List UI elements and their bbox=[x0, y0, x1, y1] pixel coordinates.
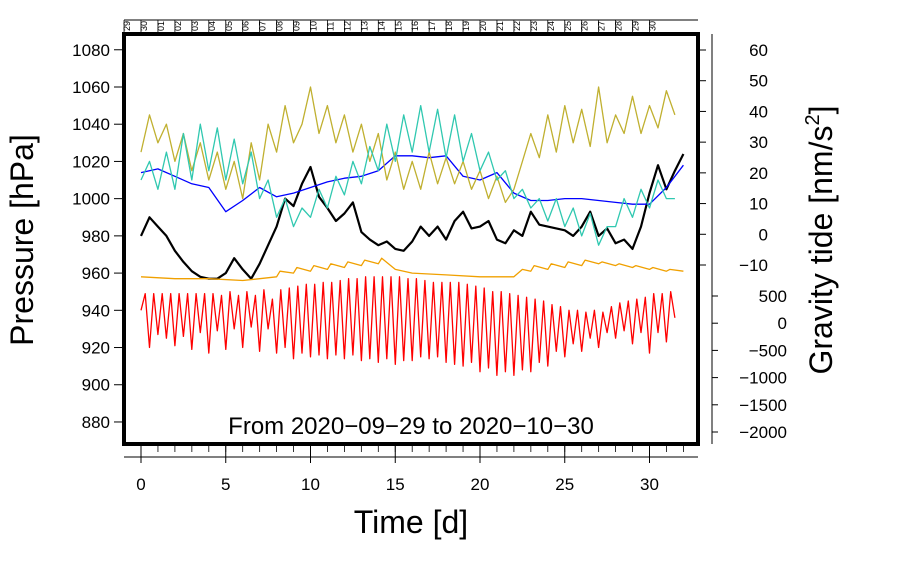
y-right-lower-tick-label: −1000 bbox=[739, 369, 787, 388]
day-label: 12 bbox=[342, 21, 352, 31]
tick-marks bbox=[114, 49, 718, 463]
series-line-teal bbox=[140, 104, 675, 246]
y-right-upper-tick-label: −10 bbox=[739, 256, 768, 275]
y-right-upper-tick-label: 60 bbox=[749, 41, 768, 60]
right-axis-title-superscript: 2 bbox=[802, 114, 824, 125]
day-label: 04 bbox=[207, 21, 217, 31]
day-label: 29 bbox=[122, 21, 132, 31]
day-label: 07 bbox=[258, 21, 268, 31]
day-label: 03 bbox=[190, 21, 200, 31]
day-label: 30 bbox=[648, 21, 658, 31]
y-right-lower-tick-label: 500 bbox=[759, 287, 787, 306]
series-line-orange bbox=[140, 257, 684, 282]
series-line-gravity-tide bbox=[140, 276, 676, 377]
y-right-upper-tick-label: 20 bbox=[749, 164, 768, 183]
x-tick-label: 30 bbox=[640, 475, 659, 494]
annotation: From 2020−09−29 to 2020−10−30 bbox=[228, 413, 594, 440]
series-layer bbox=[139, 86, 685, 377]
day-label: 06 bbox=[241, 21, 251, 31]
day-label: 20 bbox=[478, 21, 488, 31]
x-tick-label: 15 bbox=[386, 475, 405, 494]
day-label: 24 bbox=[546, 21, 556, 31]
day-label: 30 bbox=[139, 21, 149, 31]
day-label: 08 bbox=[275, 21, 285, 31]
day-label: 09 bbox=[292, 21, 302, 31]
plot-frame bbox=[122, 32, 700, 446]
day-label: 18 bbox=[444, 21, 454, 31]
y-left-tick-label: 920 bbox=[82, 339, 110, 358]
tick-labels: 29 30 01 02 03 04 05 06 07 08 09 10 11 12 13 14 15 16 17 18… bbox=[72, 21, 787, 494]
y-right-lower-tick-label: −2000 bbox=[739, 423, 787, 442]
day-label: 11 bbox=[325, 22, 335, 31]
y-left-tick-label: 1040 bbox=[72, 115, 110, 134]
series-line-pressure bbox=[139, 153, 685, 280]
day-gridlines bbox=[123, 20, 650, 34]
y-right-lower-tick-label: −1500 bbox=[739, 396, 787, 415]
y-left-tick-label: 1020 bbox=[72, 152, 110, 171]
y-right-upper-tick-label: 30 bbox=[749, 133, 768, 152]
y-right-upper-tick-label: 0 bbox=[759, 225, 768, 244]
day-label: 05 bbox=[224, 21, 234, 31]
day-label: 21 bbox=[495, 21, 505, 31]
day-label: 10 bbox=[309, 21, 319, 31]
x-tick-label: 5 bbox=[221, 475, 230, 494]
y-right-lower-tick-label: 0 bbox=[778, 314, 787, 333]
y-right-upper-tick-label: 40 bbox=[749, 102, 768, 121]
day-label: 27 bbox=[597, 21, 607, 31]
day-label: 16 bbox=[410, 21, 420, 31]
right-axis-title-close: ] bbox=[803, 106, 839, 115]
day-label: 15 bbox=[393, 21, 403, 31]
day-label: 23 bbox=[529, 21, 539, 31]
y-left-tick-label: 1060 bbox=[72, 78, 110, 97]
x-tick-label: 20 bbox=[471, 475, 490, 494]
day-label: 13 bbox=[359, 21, 369, 31]
day-label: 28 bbox=[614, 21, 624, 31]
y-left-tick-label: 1000 bbox=[72, 190, 110, 209]
y-right-upper-tick-label: 10 bbox=[749, 195, 768, 214]
day-label: 14 bbox=[376, 21, 386, 31]
y-left-tick-label: 1080 bbox=[72, 41, 110, 60]
x-tick-label: 10 bbox=[301, 475, 320, 494]
day-label: 19 bbox=[461, 21, 471, 31]
y-left-tick-label: 940 bbox=[82, 301, 110, 320]
day-label: 25 bbox=[563, 21, 573, 31]
x-tick-label: 25 bbox=[555, 475, 574, 494]
series-line-smoothed bbox=[140, 155, 684, 213]
y-left-tick-label: 960 bbox=[82, 264, 110, 283]
series-line-olive bbox=[140, 86, 676, 204]
day-label: 02 bbox=[173, 21, 183, 31]
day-label: 29 bbox=[631, 21, 641, 31]
day-label: 26 bbox=[580, 21, 590, 31]
day-label: 17 bbox=[427, 21, 437, 31]
day-label: 22 bbox=[512, 21, 522, 31]
left-axis-title: Pressure [hPa] bbox=[4, 134, 40, 346]
y-left-tick-label: 880 bbox=[82, 413, 110, 432]
y-left-tick-label: 900 bbox=[82, 376, 110, 395]
y-right-lower-tick-label: −500 bbox=[749, 341, 787, 360]
y-right-upper-tick-label: 50 bbox=[749, 72, 768, 91]
x-tick-label: 0 bbox=[136, 475, 145, 494]
right-axis-title-main: Gravity tide [nm/s bbox=[803, 126, 839, 375]
y-left-tick-label: 980 bbox=[82, 227, 110, 246]
day-label: 01 bbox=[156, 21, 166, 31]
right-axis-title: Gravity tide [nm/s2] bbox=[802, 106, 839, 375]
x-axis-title: Time [d] bbox=[354, 504, 468, 540]
